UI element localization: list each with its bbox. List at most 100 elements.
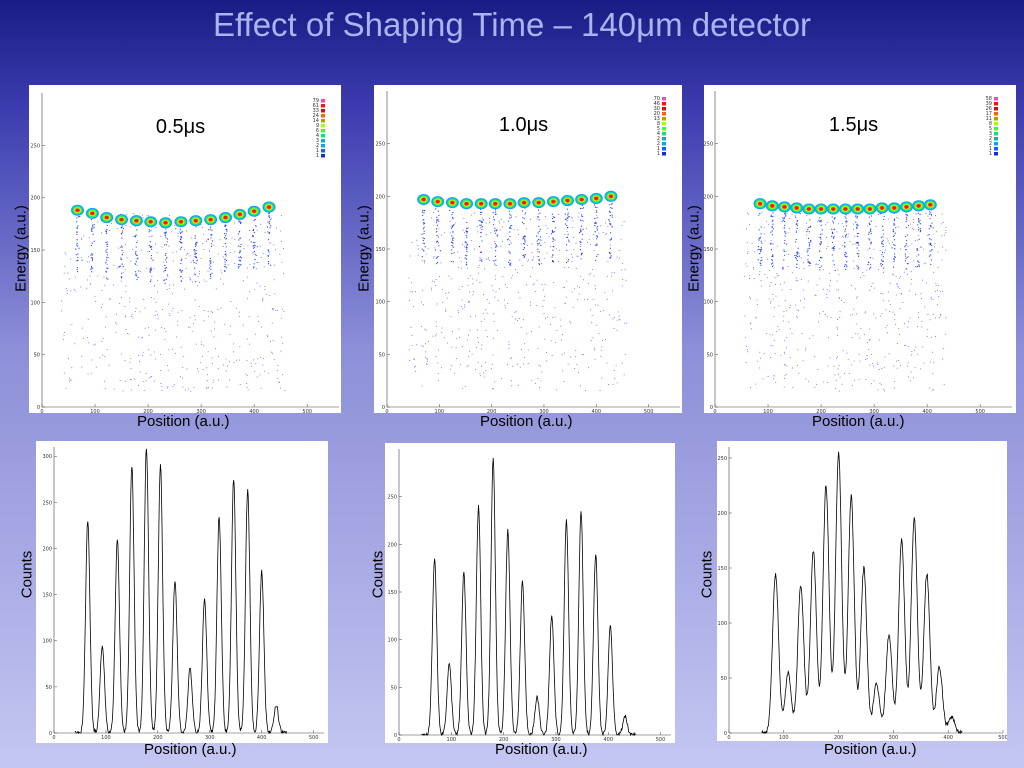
- slide-title: Effect of Shaping Time – 140μm detector: [212, 6, 812, 43]
- scatter-point: [910, 371, 912, 373]
- x-tick-label: 0: [385, 409, 388, 413]
- scatter-point: [945, 227, 947, 229]
- scatter-point: [523, 363, 525, 365]
- scatter-point: [182, 377, 184, 379]
- scatter-point: [783, 282, 785, 284]
- x-tick-label: 200: [816, 409, 826, 413]
- histogram-panel-1.5us: 0 100 200 300 400 500 0 50 100 150 200 250: [717, 441, 1007, 741]
- scatter-point: [571, 291, 573, 293]
- scatter-point: [887, 291, 889, 293]
- scatter-point: [575, 349, 577, 351]
- scatter-point: [165, 228, 167, 230]
- scatter-point: [462, 229, 464, 231]
- scatter-point: [822, 288, 824, 290]
- scatter-point: [125, 225, 127, 227]
- scatter-point: [839, 311, 841, 313]
- scatter-point: [149, 245, 151, 247]
- scatter-point: [887, 240, 889, 242]
- scatter-point: [866, 269, 868, 271]
- scatter-point: [273, 308, 275, 310]
- scatter-point: [485, 369, 487, 371]
- scatter-point: [172, 251, 174, 253]
- scatter-point: [440, 262, 442, 264]
- scatter-point: [748, 277, 750, 279]
- scatter-point: [746, 242, 748, 244]
- scatter-point: [155, 227, 157, 229]
- scatter-point: [746, 351, 748, 353]
- scatter-point: [459, 257, 461, 259]
- scatter-point: [492, 289, 494, 291]
- scatter-point: [81, 355, 83, 357]
- scatter-point: [834, 228, 836, 230]
- scatter-point: [466, 261, 468, 263]
- scatter-point: [103, 276, 105, 278]
- scatter-point: [482, 294, 484, 296]
- scatter-point: [899, 248, 901, 250]
- scatter-point: [784, 235, 786, 237]
- scatter-point: [926, 335, 928, 337]
- scatter-point: [773, 215, 775, 217]
- scatter-point: [900, 275, 902, 277]
- scatter-point: [95, 301, 97, 303]
- scatter-point: [506, 239, 509, 241]
- scatter-point: [83, 337, 85, 339]
- scatter-point: [831, 231, 834, 233]
- scatter-point: [148, 229, 151, 231]
- scatter-point: [495, 244, 497, 246]
- scatter-point: [281, 308, 283, 310]
- scatter-point: [823, 381, 825, 383]
- scatter-point: [858, 224, 860, 226]
- scatter-point: [209, 226, 212, 228]
- scatter-point: [517, 384, 519, 386]
- scatter-point: [124, 269, 126, 271]
- scatter-point: [186, 368, 188, 370]
- scatter-point: [538, 251, 540, 253]
- scatter-point: [883, 271, 885, 273]
- scatter-point: [188, 388, 190, 390]
- scatter-point: [596, 236, 599, 238]
- scatter-point: [858, 249, 860, 251]
- scatter-point: [875, 226, 877, 228]
- cluster-2: [431, 196, 445, 208]
- scatter-point: [135, 234, 137, 236]
- scatter-point: [118, 247, 120, 249]
- scatter-point: [76, 221, 78, 223]
- scatter-point: [759, 212, 761, 215]
- scatter-point: [467, 278, 469, 280]
- scatter-point: [795, 304, 797, 306]
- scatter-point: [150, 248, 153, 250]
- scatter-point: [494, 278, 496, 280]
- scatter-point: [422, 345, 424, 347]
- scatter-point: [583, 299, 585, 301]
- scatter-point: [570, 216, 572, 218]
- cluster-10: [863, 203, 877, 215]
- scatter-point: [451, 214, 453, 216]
- scatter-point: [129, 301, 131, 303]
- scatter-point: [893, 243, 895, 246]
- scatter-point: [909, 380, 911, 382]
- scatter-point: [771, 255, 773, 258]
- scatter-point: [233, 351, 235, 353]
- scatter-point: [124, 306, 126, 308]
- scatter-point: [468, 291, 470, 293]
- scatter-point: [809, 247, 811, 249]
- scatter-point: [465, 246, 467, 249]
- scatter-point: [596, 238, 598, 240]
- scatter-point: [831, 216, 833, 218]
- scatter-point: [894, 247, 896, 250]
- scatter-point: [164, 234, 166, 236]
- scatter-point: [504, 266, 506, 268]
- scatter-point: [260, 387, 262, 389]
- scatter-point: [130, 389, 132, 391]
- scatter-point: [865, 311, 867, 313]
- scatter-point: [106, 244, 108, 246]
- cluster-9: [189, 215, 203, 227]
- scatter-point: [841, 222, 843, 224]
- x-tick-label: 500: [302, 409, 312, 413]
- scatter-point: [139, 271, 141, 273]
- y-tick-label: 250: [387, 495, 397, 501]
- scatter-point: [577, 298, 579, 300]
- scatter-point: [585, 389, 587, 391]
- scatter-point: [105, 231, 108, 233]
